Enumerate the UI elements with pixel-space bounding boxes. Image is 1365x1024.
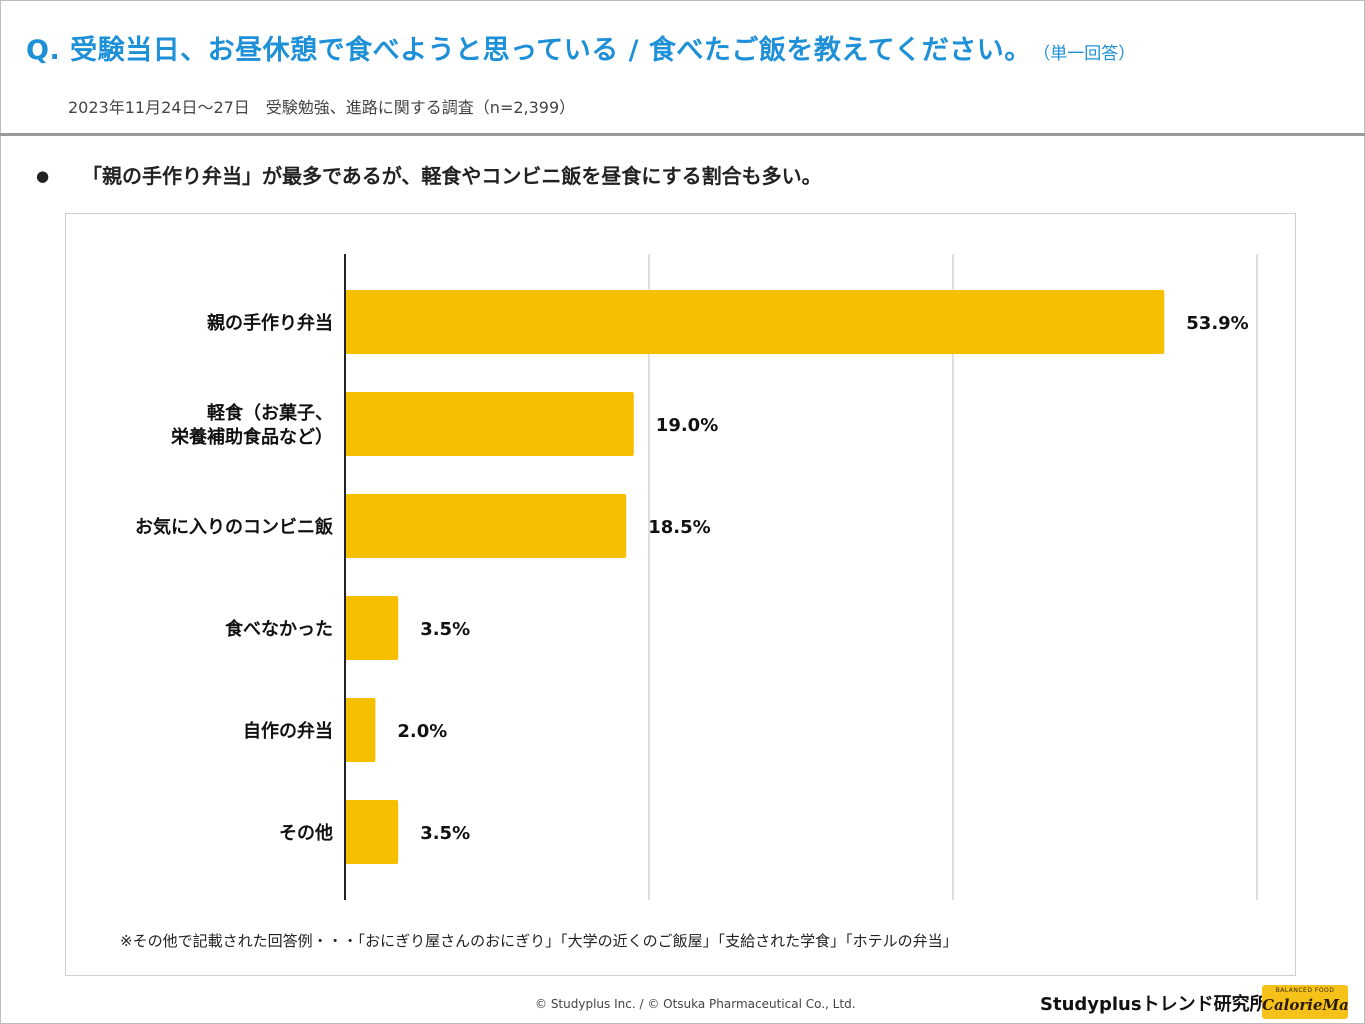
title-note: （単一回答） [1041,44,1136,64]
survey-info: 2023年11月24日～27日 受験勉強、進路に関する調査（n=2,399） [68,98,576,117]
logo-tagline: BALANCED FOOD [1275,987,1335,994]
chart-panel: 53.9% 親の手作り弁当 19.0% 軽食（お菓子、 栄養補助食品など） 18.5% お気… [65,213,1296,976]
copyright: © Studyplus Inc. / © Otsuka Pharmaceutic… [535,997,856,1011]
footnote: ※その他で記載された回答例・・・「おにぎり屋さんのおにぎり」「大学の近くのご飯屋… [120,932,958,950]
category-label-0: 親の手作り弁当 [207,312,333,334]
brand-name: Studyplusトレンド研究所 [1040,994,1268,1015]
logo-wordmark: CalorieMate [1262,996,1348,1014]
bar-3 [345,596,399,660]
title-text: Q. 受験当日、お昼休憩で食べようと思っている / 食べたご飯を教えてください。 [26,35,1032,66]
finding-text: 「親の手作り弁当」が最多であるが、軽食やコンビニ飯を昼食にする割合も多い。 [82,164,822,188]
key-finding: ● 「親の手作り弁当」が最多であるが、軽食やコンビニ飯を昼食にする割合も多い。 [36,160,822,189]
header-divider [0,133,1365,136]
bar-4 [345,698,376,762]
value-label-4: 2.0% [397,721,447,742]
value-label-0: 53.9% [1186,313,1248,334]
category-label-1-0: 軽食（お菓子、 [207,402,333,424]
value-label-3: 3.5% [420,619,470,640]
category-label-5: その他 [279,822,333,844]
value-label-2: 18.5% [648,517,710,538]
value-label-1: 19.0% [656,415,718,436]
bullet-icon: ● [36,167,50,185]
caloriemate-logo: BALANCED FOOD CalorieMate [1262,985,1348,1019]
category-label-3: 食べなかった [224,618,333,640]
category-label-1-1: 栄養補助食品など） [170,426,333,448]
category-label-4: 自作の弁当 [243,720,333,742]
bar-chart: 53.9% 親の手作り弁当 19.0% 軽食（お菓子、栄養補助食品など） 18.5% お気… [135,254,1258,900]
bar-2 [345,494,627,558]
bar-5 [345,800,399,864]
bar-1 [345,392,634,456]
bar-0 [345,290,1165,354]
page-title: Q. 受験当日、お昼休憩で食べようと思っている / 食べたご飯を教えてください。… [26,28,1135,67]
category-label-2: お気に入りのコンビニ飯 [135,516,333,538]
value-label-5: 3.5% [420,823,470,844]
